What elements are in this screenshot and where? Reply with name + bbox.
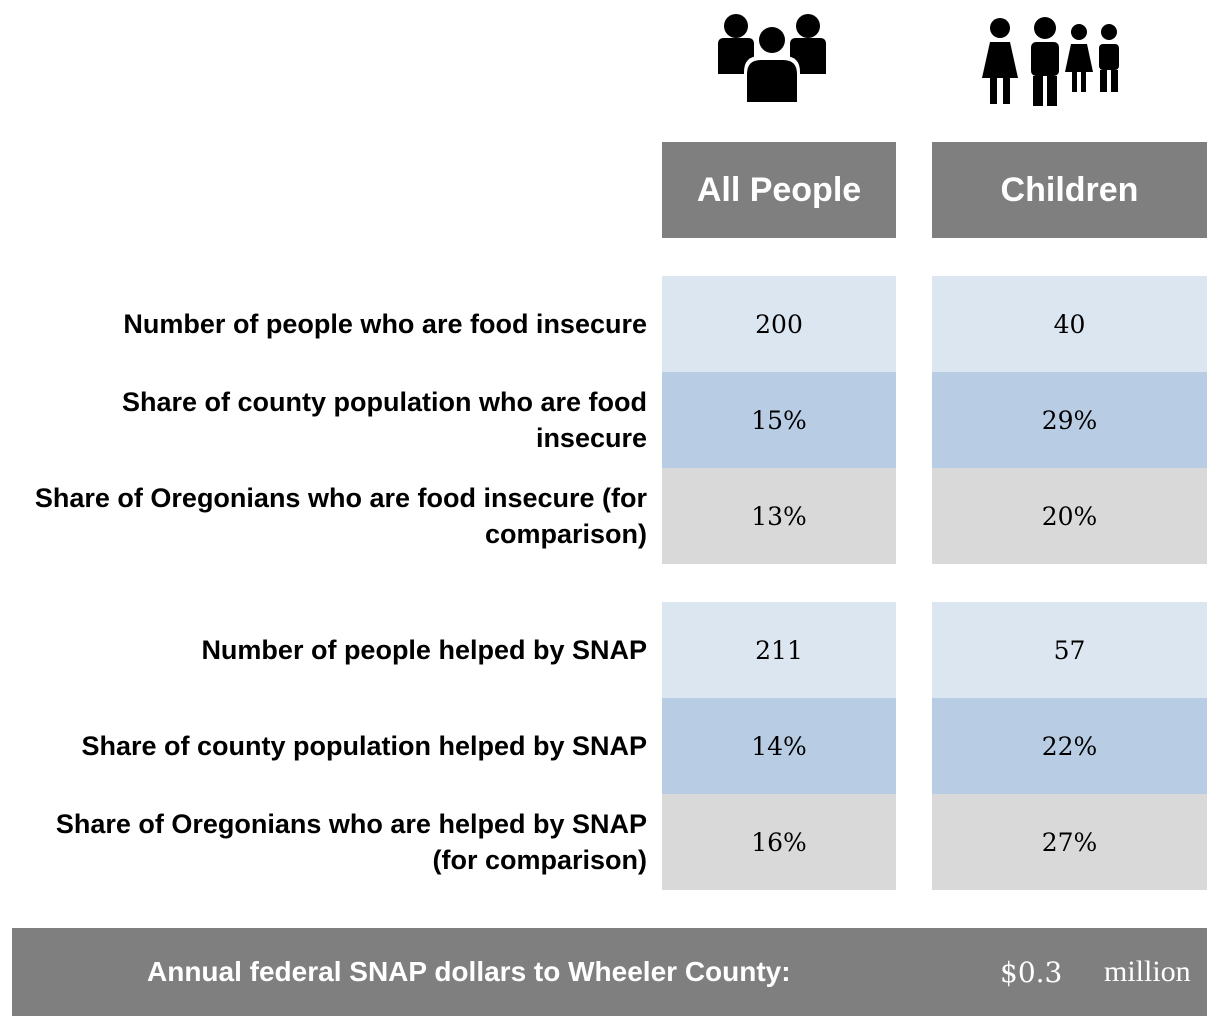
cell-all-food-insecure-count: 200 [662, 276, 896, 372]
cell-children-food-insecure-oregon-share: 20% [932, 468, 1207, 564]
children-icon [978, 14, 1128, 110]
snap-dollars-unit: million [1104, 955, 1191, 988]
cell-all-snap-count: 211 [662, 602, 896, 698]
cell-children-snap-county-share: 22% [932, 698, 1207, 794]
row-label-food-insecure-county-share: Share of county population who are food … [122, 387, 647, 453]
cell-all-snap-county-share: 14% [662, 698, 896, 794]
header-all-people: All People [662, 142, 896, 238]
cell-all-food-insecure-oregon-share: 13% [662, 468, 896, 564]
cell-children-snap-oregon-share: 27% [932, 794, 1207, 890]
cell-all-food-insecure-county-share: 15% [662, 372, 896, 468]
row-label-snap-county-share: Share of county population helped by SNA… [81, 731, 647, 761]
cell-children-snap-count: 57 [932, 602, 1207, 698]
row-label-food-insecure-oregon-share: Share of Oregonians who are food insecur… [34, 483, 647, 549]
cell-children-food-insecure-count: 40 [932, 276, 1207, 372]
snap-dollars-value: $0.3 [1000, 955, 1063, 989]
row-label-snap-oregon-share: Share of Oregonians who are helped by SN… [55, 809, 647, 875]
cell-children-food-insecure-county-share: 29% [932, 372, 1207, 468]
snap-dollars-banner: Annual federal SNAP dollars to Wheeler C… [12, 928, 1207, 1016]
row-label-snap-count: Number of people helped by SNAP [201, 635, 647, 665]
snap-dollars-label: Annual federal SNAP dollars to Wheeler C… [147, 956, 791, 987]
cell-all-snap-oregon-share: 16% [662, 794, 896, 890]
row-label-food-insecure-count: Number of people who are food insecure [123, 309, 647, 339]
group-of-people-icon [712, 10, 832, 106]
header-children: Children [932, 142, 1207, 238]
